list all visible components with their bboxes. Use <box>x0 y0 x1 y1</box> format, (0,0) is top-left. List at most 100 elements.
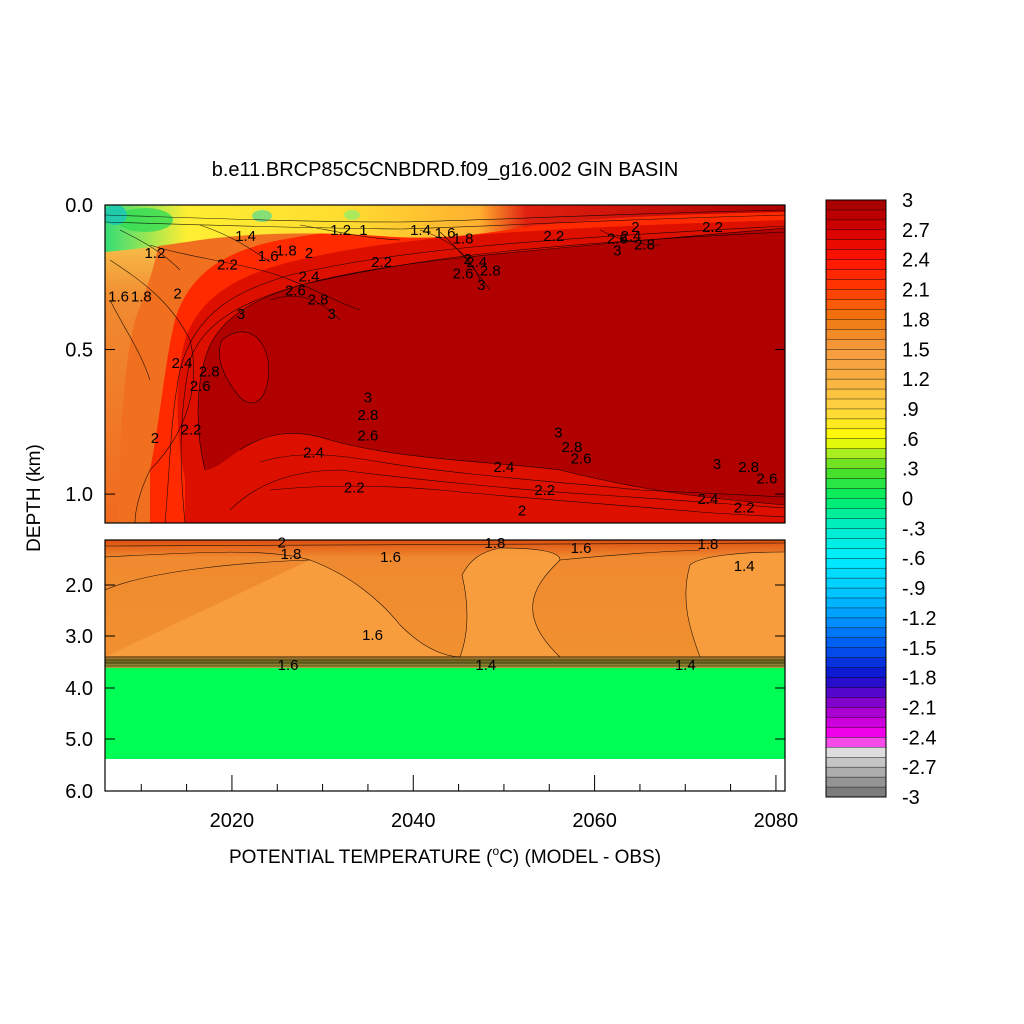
surface-patch <box>117 208 173 232</box>
contour-label: 3 <box>237 306 245 323</box>
colorbar-label: .6 <box>902 429 919 451</box>
colorbar-label: .9 <box>902 399 919 421</box>
x-axis-label: POTENTIAL TEMPERATURE (oC) (MODEL - OBS) <box>229 844 661 868</box>
contour-label: 1.8 <box>131 288 152 305</box>
x-axis-label-suffix: C) (MODEL - OBS) <box>499 847 661 868</box>
contour-label: 2 <box>464 251 472 268</box>
bottom-green-field <box>105 668 785 759</box>
contour-fill-2.8-pocket <box>219 331 269 403</box>
contour-label: 2 <box>173 286 181 303</box>
x-tick-label: 2040 <box>391 810 436 832</box>
colorbar-label: 2.4 <box>902 250 930 272</box>
y-tick-label: 6.0 <box>65 781 93 803</box>
colorbar-box <box>825 349 887 360</box>
colorbar-box <box>825 677 887 689</box>
colorbar-box <box>825 219 887 231</box>
colorbar-box <box>825 657 887 669</box>
surface-patch <box>105 205 127 225</box>
y-tick-label: 3.0 <box>65 626 93 648</box>
colorbar-box <box>825 378 887 390</box>
colorbar-label: 1.8 <box>902 309 930 331</box>
top-y-axis: 0.0 0.5 1.0 <box>65 195 785 506</box>
contour-label: 1.6 <box>362 627 383 644</box>
colorbar-box <box>825 786 887 798</box>
colorbar-box <box>825 488 887 499</box>
colorbar-label: -1.8 <box>902 668 936 690</box>
colorbar-box <box>825 687 887 698</box>
contour-label: 1.4 <box>475 657 496 674</box>
colorbar-label: -2.1 <box>902 697 936 719</box>
contour-label: 2.8 <box>738 459 759 476</box>
surface-patch <box>344 210 360 220</box>
chart-title: b.e11.BRCP85C5CNBDRD.f09_g16.002 GIN BAS… <box>212 159 679 181</box>
colorbar-box <box>825 558 887 569</box>
colorbar-label: -.3 <box>902 518 925 540</box>
contour-label: 1.4 <box>410 222 431 239</box>
colorbar-box <box>825 468 887 480</box>
colorbar-label: -.9 <box>902 578 925 600</box>
contour-label: 2.2 <box>702 219 723 236</box>
bottom-panel-frame <box>104 539 786 792</box>
contour-label: 1.6 <box>380 549 401 566</box>
contour-label: 2 <box>518 502 526 519</box>
contour-label: 1 <box>359 222 367 239</box>
colorbar-box <box>825 747 887 758</box>
colorbar-box <box>825 309 887 320</box>
colorbar-box <box>825 438 887 450</box>
colorbar-box <box>825 299 887 310</box>
colorbar-box <box>825 478 887 490</box>
colorbar-box <box>825 279 887 291</box>
colorbar-box <box>825 508 887 519</box>
contour-label: 3 <box>328 306 336 323</box>
contour-label: 1.8 <box>453 231 474 248</box>
contour-label: 1.8 <box>280 546 301 563</box>
contour-label: 2.4 <box>299 268 320 285</box>
colorbar-box <box>825 548 887 559</box>
colorbar-box <box>825 368 887 380</box>
colorbar-box <box>825 707 887 718</box>
contour-label: 1.4 <box>734 558 755 575</box>
bottom-contour-labels: 21.8 1.61.8 1.6 1.81.41.61.6 1.4 1.4 <box>278 534 755 674</box>
colorbar-box <box>825 597 887 609</box>
contour-label: 2.2 <box>734 499 755 516</box>
contour-label: 2.6 <box>285 283 306 300</box>
colorbar-box <box>825 776 887 788</box>
colorbar-label: 1.2 <box>902 369 930 391</box>
contour-label: 1.8 <box>484 535 505 552</box>
contour-label: 2.6 <box>607 231 628 248</box>
contour-label: 2.2 <box>371 254 392 271</box>
contour-label: 1.4 <box>675 657 696 674</box>
y-tick-label: 0.5 <box>65 340 93 362</box>
x-axis-label-degree: o <box>493 844 500 858</box>
colorbar-box <box>825 209 887 221</box>
colorbar-box <box>825 766 887 778</box>
contour-label: 1.2 <box>144 245 165 262</box>
colorbar-box <box>825 697 887 708</box>
top-panel <box>105 205 785 523</box>
colorbar-box <box>825 617 887 629</box>
colorbar-box <box>825 607 887 619</box>
colorbar-label: 1.5 <box>902 339 930 361</box>
colorbar-box <box>825 329 887 340</box>
contour-label: 2 <box>151 430 159 447</box>
colorbar-label: -2.7 <box>902 757 936 779</box>
colorbar-box <box>825 428 887 440</box>
contour-lines <box>105 209 785 523</box>
colorbar-frame <box>825 199 887 798</box>
colorbar-box <box>825 359 887 370</box>
contour-fill-3 <box>198 228 785 505</box>
colorbar-box <box>825 239 887 251</box>
colorbar-label: -1.5 <box>902 638 936 660</box>
contour-label: 2.2 <box>534 482 555 499</box>
colorbar-box <box>825 339 887 350</box>
contour-label: 1.6 <box>258 248 279 265</box>
colorbar-box <box>825 319 887 330</box>
colorbar-box <box>825 199 887 211</box>
colorbar-box <box>825 667 887 679</box>
contour-label: 1.6 <box>108 288 129 305</box>
y-tick-label: 0.0 <box>65 195 93 217</box>
colorbar-box <box>825 528 887 539</box>
colorbar-box <box>825 269 887 281</box>
colorbar-box <box>825 587 887 599</box>
